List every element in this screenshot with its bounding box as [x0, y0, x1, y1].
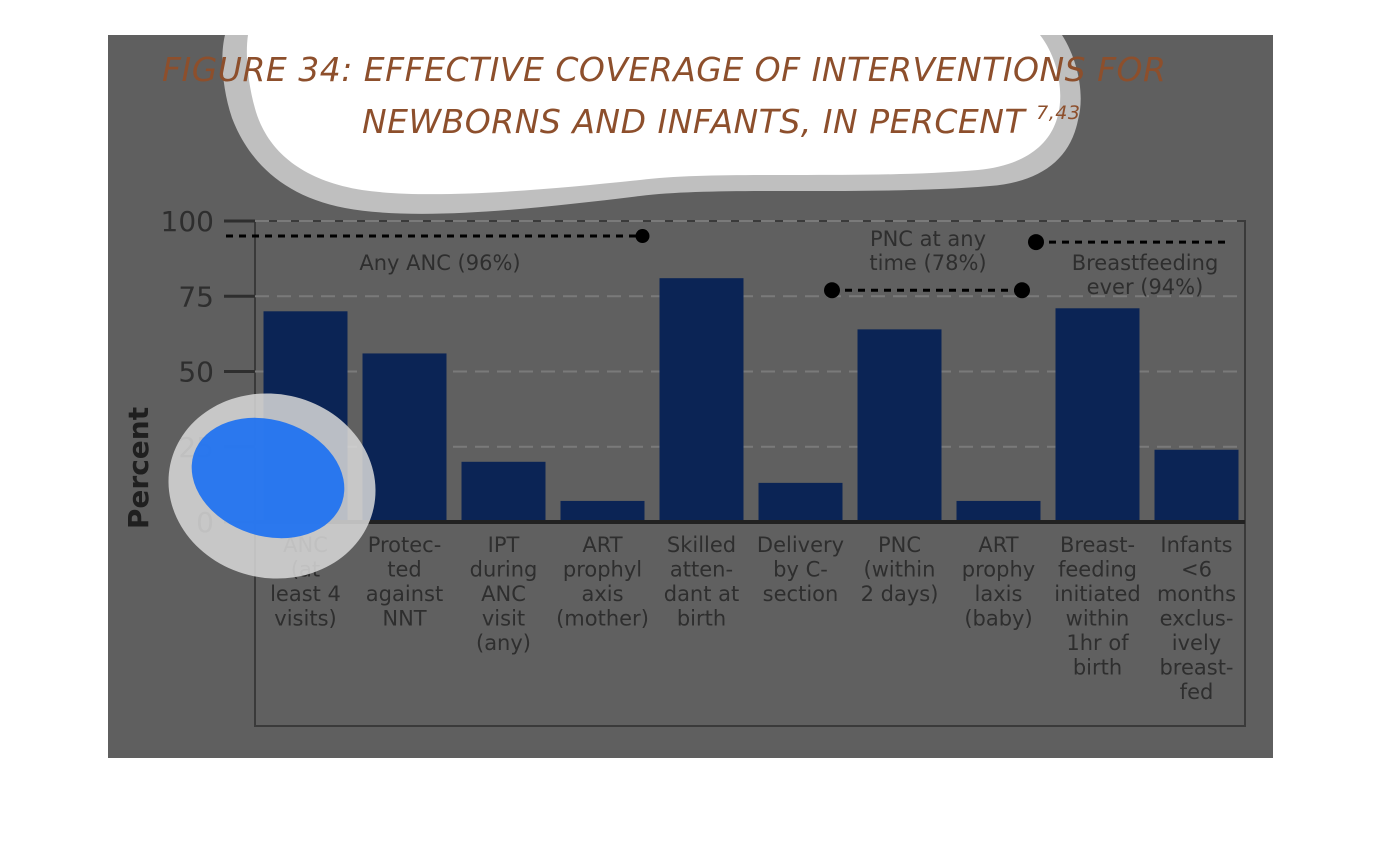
category-label-line: Delivery [757, 533, 844, 557]
y-tick-label: 75 [178, 280, 214, 313]
category-label-line: 2 days) [861, 582, 939, 606]
category-label-line: (within [864, 558, 936, 582]
category-label-line: feeding [1058, 558, 1137, 582]
category-label-line: ART [978, 533, 1018, 557]
category-label-line: birth [677, 607, 726, 631]
category-label-line: NNT [382, 607, 426, 631]
category-label-line: within [1066, 607, 1130, 631]
bar [1154, 449, 1239, 522]
chart-title-superscript: 7,43 [1036, 102, 1081, 124]
reference-label-line: time (78%) [869, 251, 986, 275]
category-label: ART prophyl axis (mother) [556, 533, 649, 631]
reference-label: Any ANC (96%) [359, 251, 520, 275]
category-label-line: (any) [476, 631, 531, 655]
category-label-line: axis [581, 582, 623, 606]
reference-lines: Any ANC (96%) PNC at any time (78%) Breastf… [226, 227, 1228, 299]
category-label-line: Breast- [1060, 533, 1135, 557]
category-label-line: against [366, 582, 443, 606]
category-label: Infants <6 months exclus-ively breast-fed [1157, 533, 1236, 704]
category-label: PNC (within 2 days) [861, 533, 939, 606]
category-label-line: initiated [1054, 582, 1140, 606]
category-label-line: <6 [1181, 558, 1212, 582]
category-label: Protec-ted against NNT [366, 533, 443, 631]
chart-title-line-2: NEWBORNS AND INFANTS, IN PERCENT 7,43 [362, 102, 1080, 141]
reference-label-line: PNC at any [870, 227, 986, 251]
category-label: Skilled atten-dant at birth [664, 533, 740, 631]
category-label-line: visits) [274, 607, 336, 631]
category-label-line: ively [1172, 631, 1221, 655]
category-label-line: ART [582, 533, 622, 557]
bar [659, 278, 744, 522]
chart-title-line-1: FIGURE 34: EFFECTIVE COVERAGE OF INTERVE… [162, 50, 1167, 89]
category-label-line: Skilled [667, 533, 736, 557]
reference-label: Breastfeeding ever (94%) [1072, 251, 1219, 299]
category-label-line: months [1157, 582, 1236, 606]
category-label: Delivery by C-section [757, 533, 844, 606]
category-label-line: dant at [664, 582, 740, 606]
category-label-line: laxis [975, 582, 1023, 606]
category-label-line: prophy [962, 558, 1035, 582]
y-tick-label: 100 [161, 205, 214, 238]
category-label-line: exclus- [1160, 607, 1234, 631]
bar [560, 500, 645, 522]
category-label-line: section [763, 582, 839, 606]
reference-dot [824, 282, 840, 299]
y-axis-label: Percent [122, 407, 155, 529]
bar [857, 329, 942, 522]
bar [758, 482, 843, 522]
reference-dot [635, 229, 650, 244]
category-label-line: visit [482, 607, 525, 631]
category-label-line: ANC [481, 582, 526, 606]
category-label-line: breast- [1159, 656, 1233, 680]
category-label-line: (baby) [964, 607, 1032, 631]
reference-label-line: ever (94%) [1087, 275, 1204, 299]
highlight-spot [168, 393, 376, 579]
category-label-line: IPT [488, 533, 520, 557]
bar [956, 500, 1041, 522]
reference-label-line: Any ANC (96%) [359, 251, 520, 275]
category-label-line: during [470, 558, 538, 582]
category-label: IPT during ANC visit (any) [470, 533, 538, 655]
reference-dot [1014, 282, 1030, 299]
bar [461, 461, 546, 522]
chart-title-line-2-text: NEWBORNS AND INFANTS, IN PERCENT [362, 102, 1026, 141]
category-label-line: PNC [878, 533, 921, 557]
category-label: ART prophy laxis (baby) [962, 533, 1035, 631]
category-label-line: atten- [670, 558, 733, 582]
category-label-line: least 4 [270, 582, 341, 606]
reference-dot [1028, 234, 1044, 251]
reference-label: PNC at any time (78%) [869, 227, 986, 275]
category-label-line: (mother) [556, 607, 649, 631]
category-label-line: Protec- [368, 533, 442, 557]
category-label-line: birth [1073, 656, 1122, 680]
category-label-line: 1hr of [1066, 631, 1129, 655]
category-label: Breast-feeding initiated within 1hr of birth [1054, 533, 1140, 680]
category-label-line: Infants [1160, 533, 1232, 557]
category-label-line: ted [387, 558, 421, 582]
category-label-line: fed [1180, 680, 1214, 704]
category-labels: ANC(atleast 4visits)Protec-tedagainstNNT… [270, 533, 1236, 704]
category-label-line: prophyl [563, 558, 642, 582]
category-label-line: by C- [773, 558, 828, 582]
bar [362, 353, 447, 522]
y-tick-label: 50 [178, 356, 214, 389]
reference-label-line: Breastfeeding [1072, 251, 1219, 275]
bar [1055, 308, 1140, 522]
highlight-core [191, 417, 345, 539]
